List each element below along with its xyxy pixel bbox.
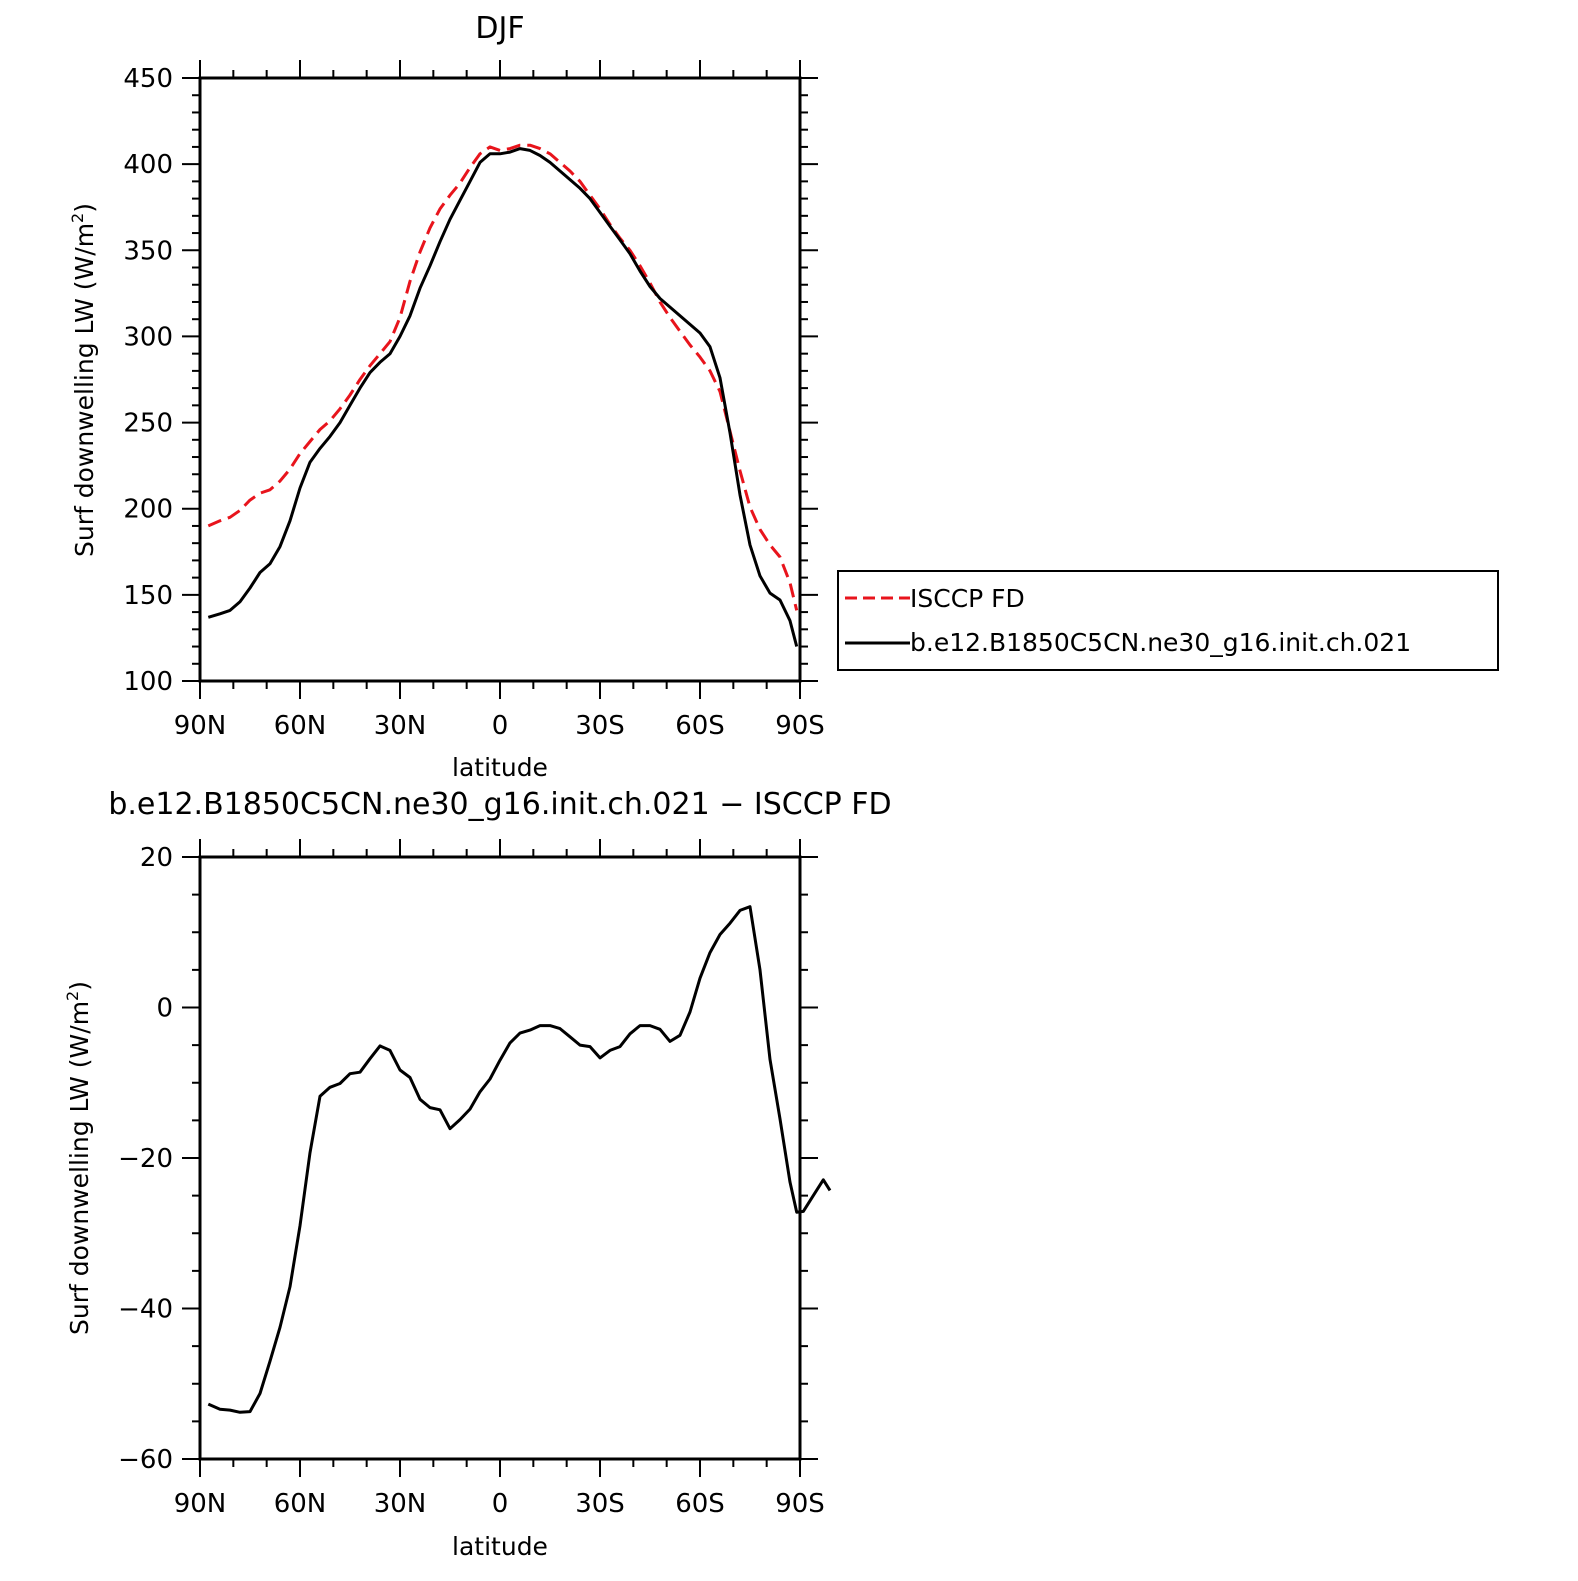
x-tick-label: 60N [274, 1489, 327, 1519]
x-tick-label: 0 [492, 1489, 509, 1519]
legend-label-isccp: ISCCP FD [910, 584, 1025, 613]
x-tick-label: 90S [775, 711, 825, 741]
y-tick-label: −60 [118, 1445, 173, 1475]
y-tick-label: −40 [118, 1295, 173, 1325]
series-line-isccp [207, 143, 799, 611]
y-tick-label: 100 [123, 667, 173, 697]
top-x-axis-label: latitude [452, 753, 548, 782]
legend-label-model: b.e12.B1850C5CN.ne30_g16.init.ch.021 [910, 628, 1411, 657]
x-tick-label: 30S [575, 1489, 625, 1519]
y-tick-label: −20 [118, 1144, 173, 1174]
y-tick-label: 350 [123, 236, 173, 266]
y-tick-label: 200 [123, 495, 173, 525]
top-plot-frame [198, 76, 802, 683]
y-tick-label: 250 [123, 409, 173, 439]
series-line-difference [207, 905, 832, 1414]
x-tick-label: 0 [492, 711, 509, 741]
x-tick-label: 60S [675, 1489, 725, 1519]
chart-legend: ISCCP FD b.e12.B1850C5CN.ne30_g16.init.c… [837, 570, 1499, 671]
x-tick-label: 90S [775, 1489, 825, 1519]
y-tick-label: 0 [156, 994, 173, 1024]
y-tick-label: 400 [123, 150, 173, 180]
y-tick-label: 450 [123, 64, 173, 94]
top-y-axis-label: Surf downwelling LW (W/m2) [68, 203, 99, 557]
series-line-model [207, 147, 799, 647]
x-tick-label: 90N [174, 1489, 227, 1519]
x-tick-label: 60N [274, 711, 327, 741]
y-tick-label: 300 [123, 322, 173, 352]
bottom-plot-frame [198, 855, 802, 1461]
x-tick-label: 30N [374, 1489, 427, 1519]
bottom-chart-title: b.e12.B1850C5CN.ne30_g16.init.ch.021 − I… [108, 787, 891, 822]
bottom-x-axis-label: latitude [452, 1532, 548, 1561]
bottom-y-axis-label: Surf downwelling LW (W/m2) [63, 981, 94, 1335]
x-tick-label: 90N [174, 711, 227, 741]
bottom-panel: b.e12.B1850C5CN.ne30_g16.init.ch.021 − I… [63, 787, 892, 1561]
x-tick-label: 30S [575, 711, 625, 741]
x-tick-label: 30N [374, 711, 427, 741]
top-panel: DJF 100 150 200 250 300 350 400 450 90N 60N 30N 0 3… [68, 11, 825, 782]
x-tick-label: 60S [675, 711, 725, 741]
legend-box [837, 570, 1499, 671]
y-tick-label: 20 [140, 843, 173, 873]
y-tick-label: 150 [123, 581, 173, 611]
top-chart-title: DJF [475, 11, 524, 46]
